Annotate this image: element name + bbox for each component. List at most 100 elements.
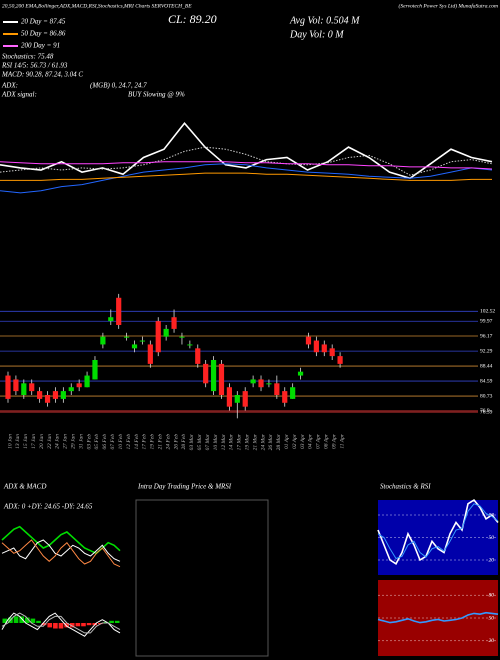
candle-body [274,383,280,395]
histogram-bar [75,623,81,627]
histogram-bar [2,618,8,623]
x-tick-label: 05 Feb [94,434,100,450]
candle-body [29,383,35,392]
signal: BUY Slowing @ 9% [128,91,185,99]
y-tick-label: 102.52 [480,309,495,315]
y-tick-label: 92.29 [480,348,493,354]
y-tick-label: 20 [489,557,495,563]
x-tick-label: 07 Mar [205,433,211,450]
x-tick-label: 14 Mar [228,433,235,450]
histogram-bar [114,620,120,623]
series-line [1,525,121,555]
x-tick-label: 13 Jan [15,434,21,449]
candle-body [37,391,43,399]
x-tick-label: 07 Apr [316,433,322,449]
candle-body [100,336,106,345]
x-tick-label: 24 Feb [164,434,171,450]
x-tick-label: 10 Mar [213,433,219,450]
candle-body [234,395,240,403]
candle-body [210,360,217,392]
x-tick-label: 03 Feb [86,434,92,450]
candle-body [163,328,169,337]
x-tick-label: 22 Jan [47,434,53,449]
series-line [1,539,121,562]
candle-body [329,348,335,357]
x-tick-label: 03 Mar [189,433,195,450]
series-line [0,161,493,170]
x-tick-label: 31 Jan [78,434,84,450]
candle-body [187,344,193,346]
legend-label: 200 Day = 91 [21,42,60,50]
x-tick-label: 02 Apr [292,433,298,449]
histogram-bar [41,623,47,626]
x-tick-label: 28 Feb [181,434,187,450]
x-tick-label: 07 Feb [110,434,116,450]
candle-body [84,375,90,388]
series-line [1,539,121,568]
candle-body [297,371,304,376]
adx: ADX: [1,82,18,90]
adx-signal: ADX signal: [1,91,37,99]
x-tick-label: 10 Jan [7,434,13,449]
candle-body [258,379,264,388]
candle-body [5,375,11,399]
candle-body [203,363,209,384]
histogram-bar [13,616,19,623]
series-line [377,503,499,560]
candle-body [147,344,153,364]
histogram-bar [58,623,64,629]
candle-body [250,379,256,384]
x-tick-label: 06 Feb [102,434,108,450]
candle-body [321,344,327,353]
x-tick-label: 09 Apr [331,433,337,449]
candle-body [290,387,296,399]
x-tick-label: 19 Feb [150,434,156,450]
mgb: (MGB) 0, 24.7, 24.7 [90,82,147,90]
x-tick-label: 17 Feb [142,434,148,450]
candle-body [124,336,130,338]
candle-body [171,317,177,329]
candle-body [155,321,161,353]
candle-body [242,391,248,407]
macd: MACD: 90.28, 87.24, 3.04 C [1,71,83,79]
candle-body [52,391,59,399]
source: 20,50,200 EMA,Bollinger,ADX,MACD,RSI,Sto… [2,3,192,9]
histogram-bar [109,620,114,623]
candle-body [266,383,272,385]
x-tick-label: 03 Apr [300,433,306,449]
histogram-bar [69,623,75,628]
candle-body [313,340,319,353]
x-tick-label: 11 Apr [339,433,345,448]
legend-label: 20 Day = 87.45 [21,18,66,26]
x-tick-label: 04 Apr [307,433,314,449]
x-tick-label: 12 Feb [126,434,132,450]
panel-annotation: ADX: 0 +DY: 24.65 -DY: 24.65 [3,503,93,511]
candle-body [13,379,19,392]
candle-body [195,348,201,364]
candle-body [179,336,185,338]
x-tick-label: 24 Mar [259,433,266,450]
y-tick-label: 76.9 [480,408,490,414]
y-tick-label: 84.59 [480,378,493,384]
histogram-bar [19,616,24,623]
x-tick-label: 08 Apr [324,433,330,449]
rsi: RSI 14/5: 56.73 / 61.93 [1,62,68,70]
legend-label: 50 Day = 86.86 [21,30,66,38]
candle-body [116,297,122,325]
x-tick-label: 26 Mar [268,433,274,450]
x-tick-label: 20 Jan [39,434,45,449]
x-tick-label: 10 Feb [118,434,124,450]
histogram-bar [86,623,92,626]
candle-body [44,395,51,403]
day-vol: Day Vol: 0 M [289,29,344,40]
candle-body [282,391,288,403]
x-tick-label: 15 Jan [23,434,29,449]
series-line [1,612,121,637]
histogram-bar [30,618,36,623]
panel-title: ADX & MACD [3,483,46,491]
stochastics: Stochastics: 75.48 [2,53,54,61]
y-tick-label: 96.17 [480,333,493,339]
x-tick-label: 17 Jan [31,434,37,449]
x-tick-label: 05 Mar [197,433,203,450]
